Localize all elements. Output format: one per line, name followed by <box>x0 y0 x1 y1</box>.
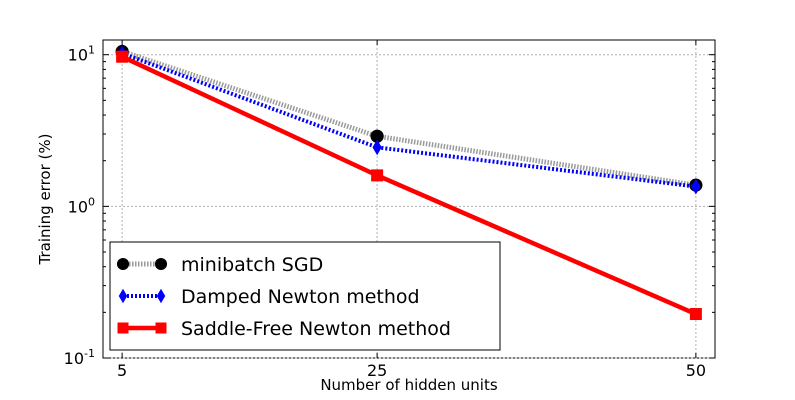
y-axis-label: Training error (%) <box>36 134 54 266</box>
x-axis-label: Number of hidden units <box>320 376 498 394</box>
marker-diamond <box>691 178 701 195</box>
series-line <box>121 49 697 188</box>
y-tick-label: 10-1 <box>64 347 95 368</box>
x-tick-label: 5 <box>117 361 127 380</box>
series-line <box>121 51 697 189</box>
series-layer <box>115 44 703 321</box>
marker-circle <box>370 129 384 143</box>
legend-label: Damped Newton method <box>181 286 420 308</box>
marker-square <box>116 50 129 63</box>
marker-square <box>371 169 384 182</box>
legend-label: Saddle-Free Newton method <box>181 318 451 340</box>
x-tick-label: 50 <box>686 361 706 380</box>
marker-square <box>689 308 702 321</box>
marker-square <box>155 322 167 334</box>
y-tick-label: 100 <box>68 195 95 216</box>
legend-box <box>109 241 501 351</box>
marker-diamond <box>156 288 166 304</box>
ticks: 5 25 50 101 100 10-1 <box>64 40 715 380</box>
legend-label: minibatch SGD <box>181 254 323 276</box>
legend: minibatch SGD Damped Newton method Saddle-… <box>109 241 501 351</box>
marker-circle <box>116 257 130 271</box>
marker-diamond <box>118 288 128 304</box>
marker-diamond <box>372 139 382 156</box>
y-tick-label: 101 <box>68 44 95 65</box>
marker-square <box>117 322 129 334</box>
x-tick-label: 25 <box>367 361 387 380</box>
marker-circle <box>154 257 168 271</box>
series-square <box>116 50 702 321</box>
